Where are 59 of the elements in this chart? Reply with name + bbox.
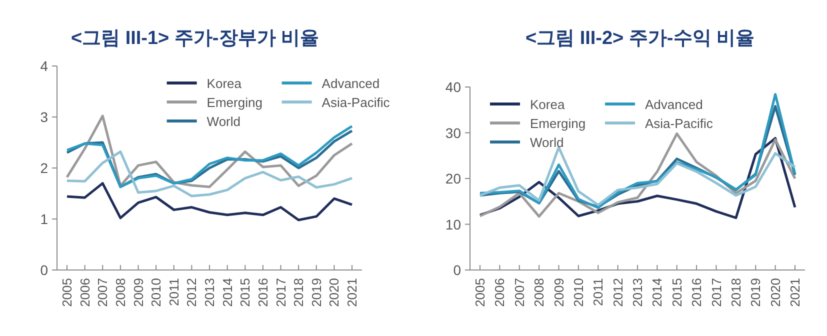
y-tick-label: 20 [445, 170, 462, 186]
legend-label: Korea [206, 76, 242, 91]
x-tick-label: 2014 [220, 278, 235, 307]
legend-label: Korea [530, 97, 566, 112]
x-tick-label: 2019 [748, 278, 764, 307]
x-tick-label: 2012 [184, 278, 200, 307]
x-tick-label: 2008 [532, 278, 547, 307]
line-series [66, 150, 354, 198]
x-tick-label: 2007 [512, 278, 527, 307]
y-tick-label: 40 [445, 79, 462, 95]
x-tick-label: 2008 [112, 278, 128, 307]
chart-title: <그림 III-1> 주가-장부가 비율 [70, 28, 320, 49]
x-tick-label: 2007 [95, 278, 110, 307]
line-series [478, 146, 796, 206]
x-tick-label: 2016 [255, 278, 270, 307]
x-tick-label: 2005 [472, 278, 488, 307]
legend-label: Asia-Pacific [645, 116, 714, 131]
y-tick-label: 2 [40, 160, 48, 176]
x-tick-label: 2015 [238, 278, 253, 307]
chart-title: <그림 III-2> 주가-수익 비율 [525, 28, 755, 49]
x-tick-label: 2017 [273, 278, 288, 307]
x-tick-label: 2006 [77, 278, 92, 307]
y-tick-label: 0 [453, 262, 462, 278]
x-tick-label: 2012 [610, 278, 626, 307]
y-tick-label: 10 [445, 216, 462, 232]
x-tick-label: 2018 [291, 278, 306, 307]
x-tick-label: 2009 [130, 278, 146, 307]
y-tick-label: 1 [40, 211, 48, 227]
x-tick-label: 2010 [148, 278, 164, 307]
line-series [66, 182, 354, 222]
x-tick-label: 2019 [308, 278, 324, 307]
x-tick-label: 2020 [768, 278, 783, 307]
y-tick-label: 3 [40, 109, 48, 125]
x-tick-label: 2009 [551, 278, 566, 307]
legend-label: World [206, 114, 241, 129]
y-tick-label: 0 [40, 262, 48, 278]
x-tick-label: 2013 [630, 278, 645, 307]
x-tick-label: 2011 [590, 278, 606, 306]
legend-label: World [530, 135, 564, 150]
x-tick-label: 2005 [60, 278, 74, 307]
x-tick-label: 2021 [344, 278, 360, 307]
legend-label: Asia-Pacific [322, 95, 390, 110]
y-tick-label: 30 [445, 124, 462, 141]
legend-label: Advanced [645, 97, 703, 112]
x-tick-label: 2013 [202, 278, 217, 307]
y-tick-label: 4 [40, 58, 48, 74]
x-tick-label: 2020 [326, 278, 342, 307]
legend-label: Emerging [206, 95, 262, 110]
x-tick-label: 2014 [650, 278, 665, 307]
x-tick-label: 2018 [728, 278, 744, 307]
x-tick-label: 2015 [669, 278, 684, 307]
x-tick-label: 2021 [788, 278, 802, 307]
legend-label: Advanced [322, 76, 380, 91]
x-tick-label: 2016 [689, 278, 704, 307]
x-tick-label: 2010 [570, 278, 586, 307]
legend-label: Emerging [530, 116, 586, 131]
x-tick-label: 2011 [166, 278, 182, 306]
x-tick-label: 2006 [492, 278, 508, 307]
x-tick-label: 2017 [708, 278, 724, 307]
